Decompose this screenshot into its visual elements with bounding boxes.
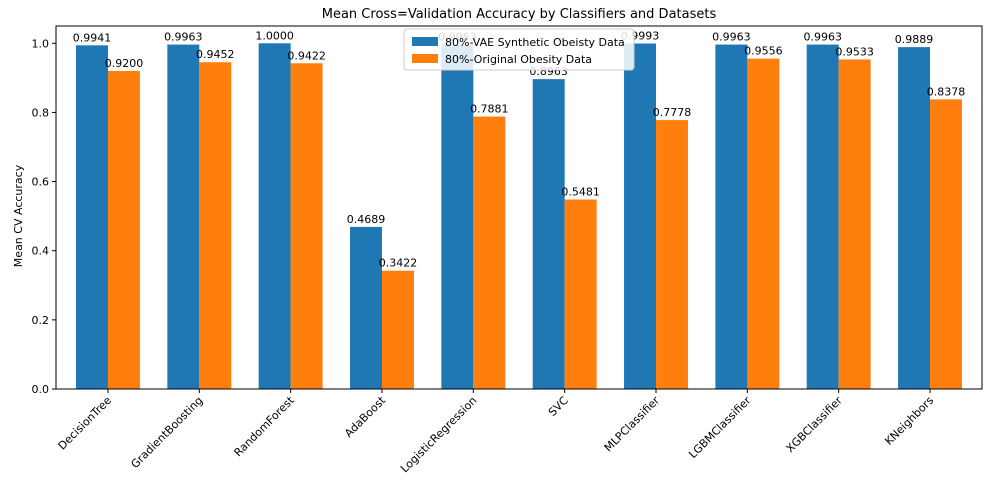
bar-original — [747, 58, 780, 389]
bar-vae — [532, 79, 565, 389]
data-label: 0.8378 — [927, 85, 966, 98]
bar-original — [838, 59, 871, 389]
data-label: 0.9422 — [287, 49, 326, 62]
x-tick-label: DecisionTree — [56, 394, 115, 453]
bar-vae — [624, 43, 657, 390]
bar-original — [473, 116, 506, 389]
bar-vae — [76, 45, 108, 389]
y-tick-label: 1.0 — [32, 37, 50, 50]
data-label: 0.9452 — [196, 48, 235, 61]
bar-vae — [441, 44, 474, 390]
bar-original — [656, 120, 688, 390]
data-label: 0.7778 — [653, 106, 692, 119]
bar-original — [381, 270, 414, 389]
bar-vae — [898, 47, 931, 390]
x-tick-label: GradientBoosting — [128, 394, 205, 471]
x-tick-label: AdaBoost — [342, 393, 389, 440]
data-label: 0.9200 — [105, 57, 144, 70]
data-label: 1.0000 — [255, 29, 294, 42]
plot-frame — [55, 25, 983, 390]
data-label: 0.9963 — [712, 31, 751, 44]
x-tick-label: XGBClassifier — [784, 394, 846, 456]
data-label: 0.9533 — [835, 45, 874, 58]
bar-original — [564, 199, 597, 389]
bar-vae — [258, 43, 291, 390]
y-tick-label: 0.0 — [32, 383, 50, 396]
data-label: 0.9889 — [895, 33, 934, 46]
x-tick-label: RandomForest — [231, 393, 297, 459]
bar-vae — [806, 44, 839, 390]
bar-original — [290, 63, 323, 389]
bar-original — [199, 62, 232, 389]
y-tick-label: 0.8 — [32, 106, 50, 119]
data-label: 0.9963 — [803, 31, 842, 44]
bar-vae — [167, 44, 200, 390]
y-tick-label: 0.4 — [32, 245, 50, 258]
bar-original — [107, 70, 140, 389]
data-label: 0.9963 — [164, 31, 203, 44]
data-label: 0.9941 — [73, 31, 112, 44]
x-tick-label: LGBMClassifier — [686, 394, 753, 461]
data-label: 0.7881 — [470, 103, 509, 116]
data-label: 0.3422 — [379, 257, 418, 270]
data-label: 0.9556 — [744, 45, 783, 58]
data-label: 0.4689 — [347, 213, 386, 226]
bar-original — [930, 99, 962, 390]
x-tick-label: LogisticRegression — [398, 394, 479, 475]
chart-title: Mean Cross=Validation Accuracy by Classi… — [322, 7, 717, 22]
data-label: 0.5481 — [561, 186, 600, 199]
x-tick-label: MLPClassifier — [602, 394, 663, 455]
legend-label: 80%-VAE Synthetic Obeisty Data — [445, 36, 625, 49]
legend-swatch — [412, 37, 438, 46]
legend-box — [403, 28, 635, 71]
y-axis-label: Mean CV Accuracy — [12, 164, 25, 267]
y-tick-label: 0.2 — [32, 314, 50, 327]
x-tick-label: KNeighbors — [882, 394, 936, 448]
legend-label: 80%-Original Obesity Data — [445, 53, 592, 66]
legend-swatch — [412, 54, 438, 63]
bar-vae — [715, 44, 748, 390]
y-tick-label: 0.6 — [32, 176, 50, 189]
x-tick-label: SVC — [546, 394, 571, 419]
bar-vae — [350, 226, 382, 389]
